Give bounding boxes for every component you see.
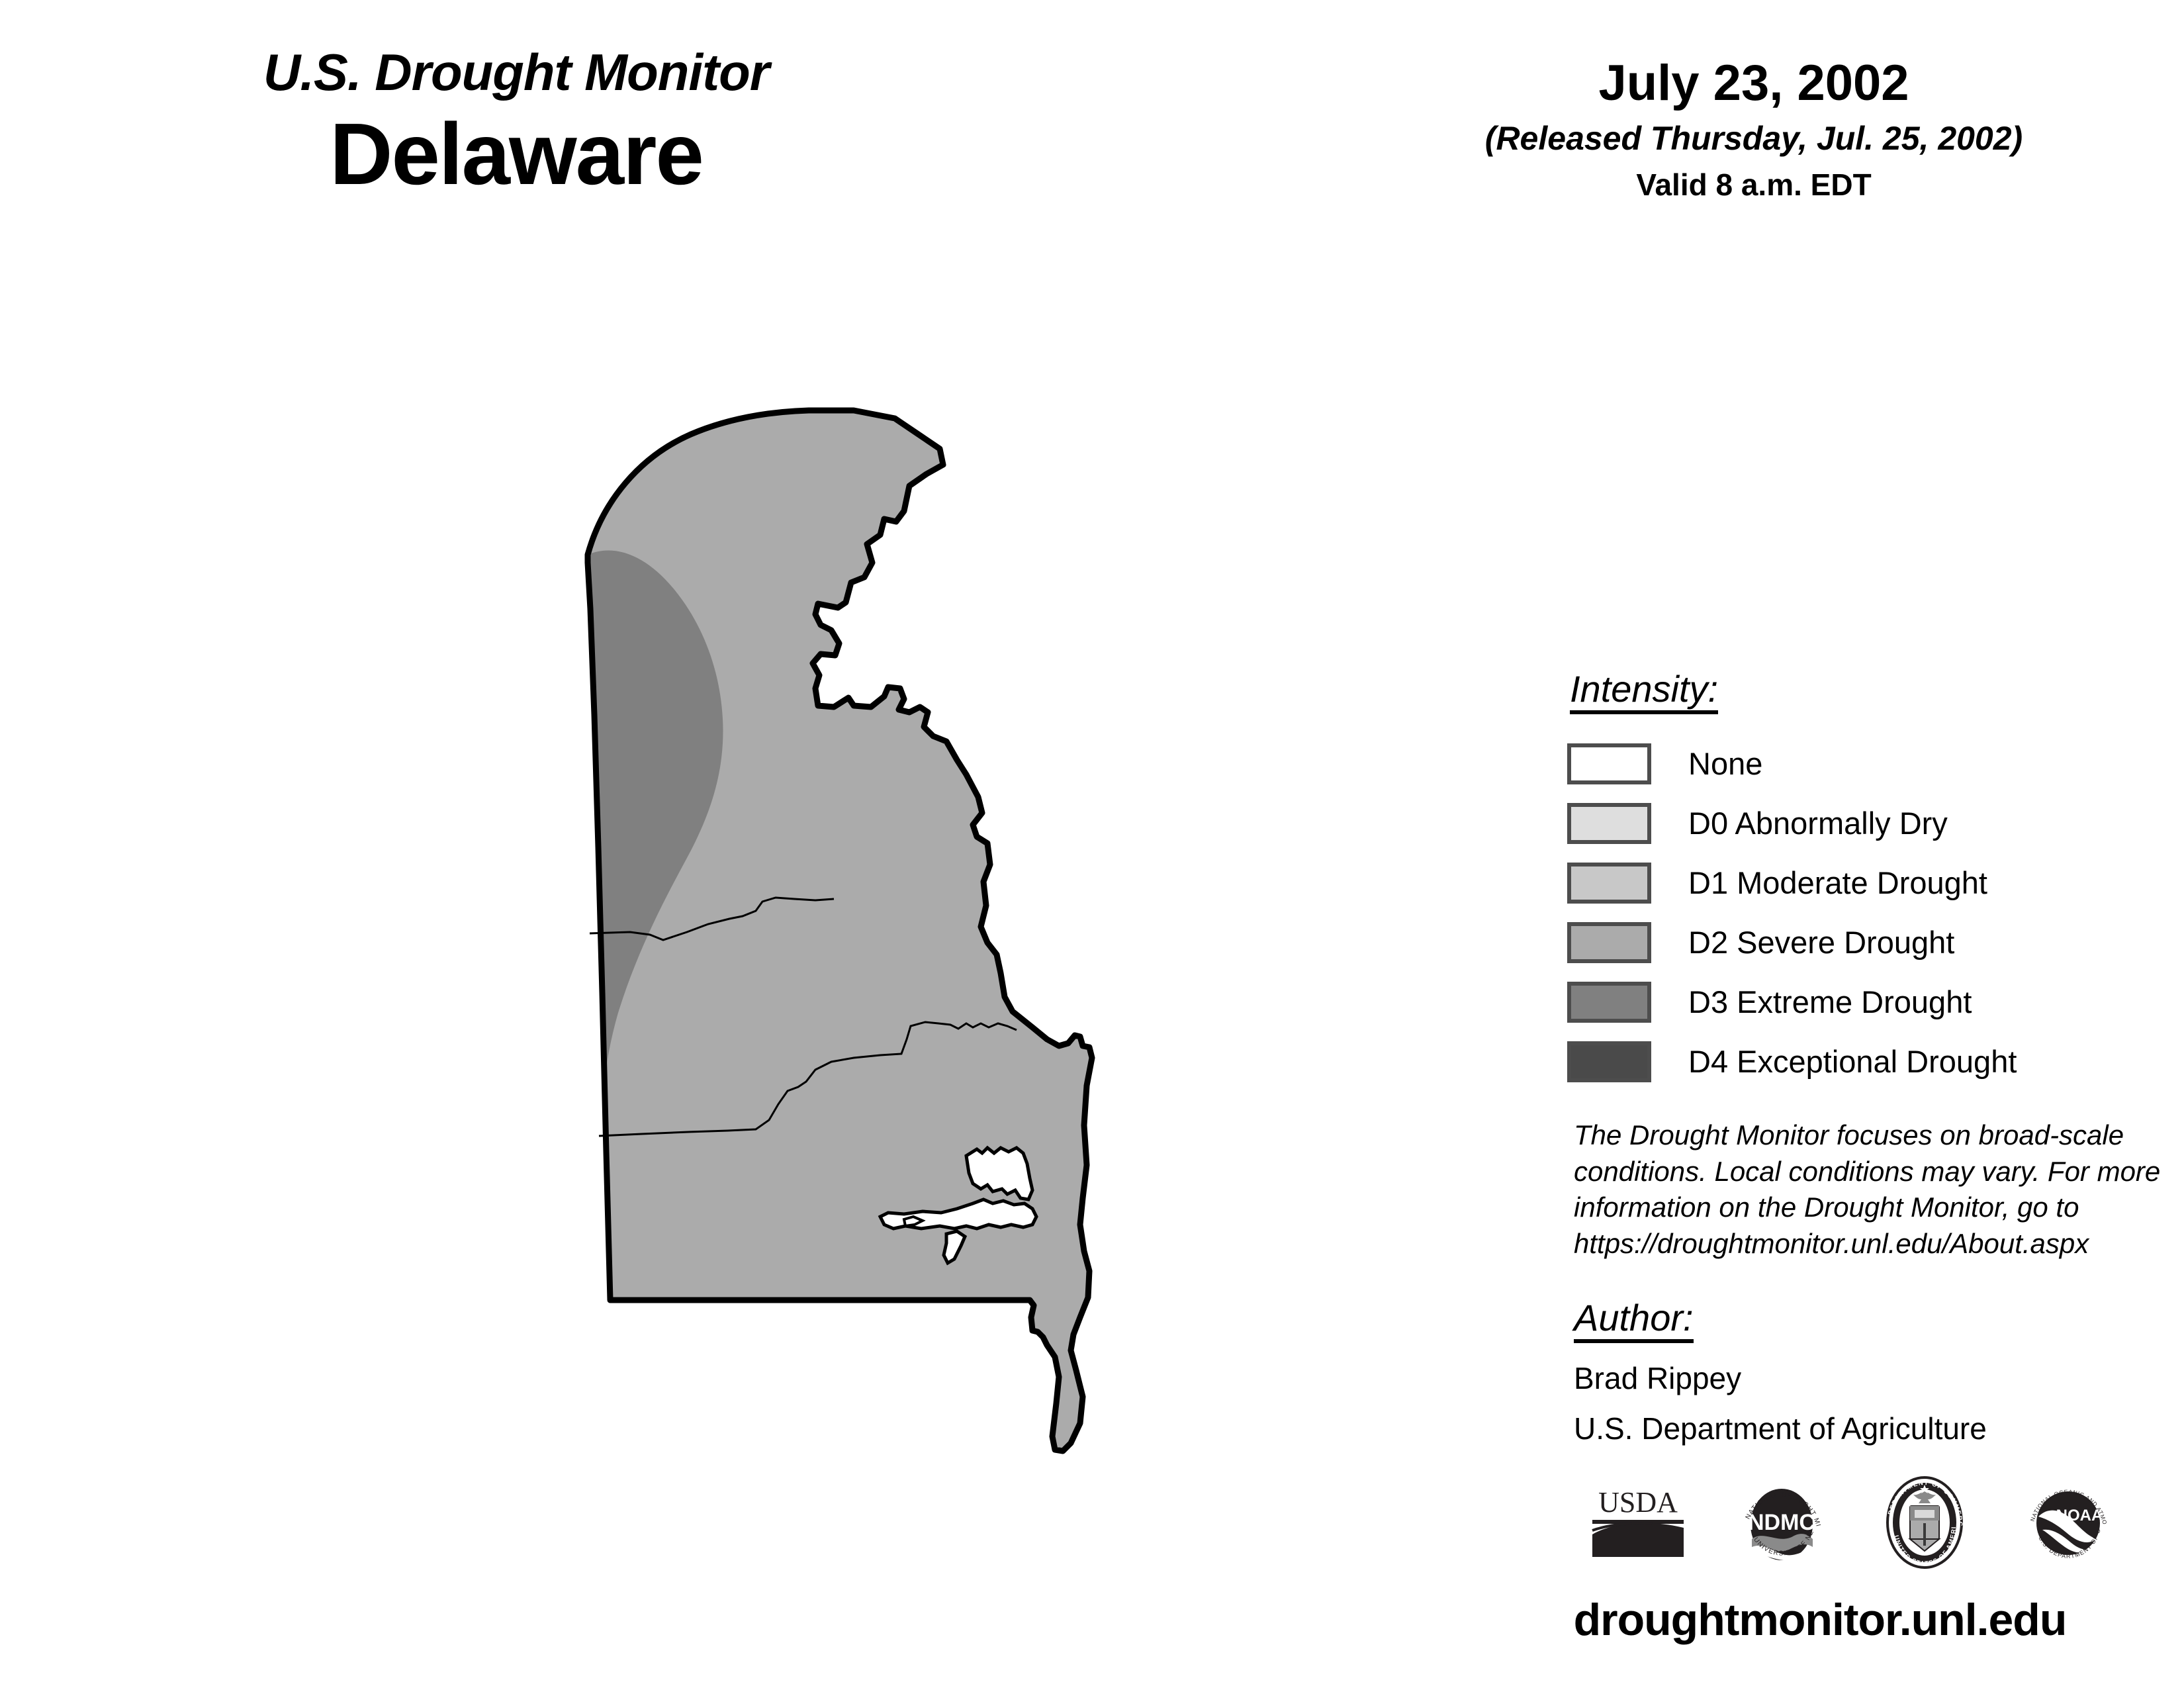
map-area-d3-extreme-drought (588, 550, 723, 1112)
page-title-program: U.S. Drought Monitor (263, 43, 770, 101)
legend-swatch-d1 (1567, 862, 1651, 904)
author-title: Author: (1574, 1298, 1694, 1343)
drought-map-delaware[interactable] (510, 344, 1105, 1642)
legend-label-d2: D2 Severe Drought (1688, 925, 1955, 961)
legend-swatch-none (1567, 743, 1651, 784)
ndmc-logo: NDMC NATIONAL DROUGHT MITIGATION CENTER … (1729, 1468, 1831, 1575)
legend-label-d0: D0 Abnormally Dry (1688, 806, 1948, 841)
header-date-block: July 23, 2002 (Released Thursday, Jul. 2… (1390, 55, 2118, 202)
svg-text:USDA: USDA (1598, 1486, 1678, 1519)
legend-title: Intensity: (1570, 669, 1719, 714)
release-date: (Released Thursday, Jul. 25, 2002) (1484, 120, 2023, 157)
author-affiliation: U.S. Department of Agriculture (1574, 1411, 1987, 1446)
valid-date: July 23, 2002 (1598, 55, 1909, 111)
legend-item-d3[interactable]: D3 Extreme Drought (1567, 972, 2176, 1032)
legend-label-d1: D1 Moderate Drought (1688, 865, 1987, 901)
noaa-logo: NOAA NATIONAL OCEANIC AND ATMOSPHERIC AD… (2016, 1468, 2118, 1575)
legend-label-d4: D4 Exceptional Drought (1688, 1044, 2017, 1080)
map-fill-group (588, 410, 1092, 1451)
svg-text:NDMC: NDMC (1748, 1510, 1815, 1535)
svg-text:NOAA: NOAA (2056, 1507, 2103, 1524)
header-left: U.S. Drought Monitor Delaware (0, 46, 1032, 202)
county-line-kent-sussex (598, 1021, 1017, 1137)
valid-time: Valid 8 a.m. EDT (1636, 167, 1872, 202)
footer-url[interactable]: droughtmonitor.unl.edu (1573, 1595, 2068, 1645)
legend: Intensity: None D0 Abnormally Dry D1 Mod… (1567, 669, 2176, 1092)
legend-swatch-d3 (1567, 981, 1651, 1023)
map-area-d2-severe-drought (588, 410, 1092, 1451)
author-name: Brad Rippey (1574, 1360, 1742, 1395)
disclaimer-line-2: conditions. Local conditions may vary. F… (1574, 1155, 2161, 1187)
legend-item-d0[interactable]: D0 Abnormally Dry (1567, 794, 2176, 853)
author-block: Author: Brad Rippey U.S. Department of A… (1574, 1298, 2183, 1446)
page-title-state: Delaware (330, 105, 704, 203)
legend-label-d3: D3 Extreme Drought (1688, 984, 1972, 1020)
legend-item-d2[interactable]: D2 Severe Drought (1567, 913, 2176, 972)
legend-item-d4[interactable]: D4 Exceptional Drought (1567, 1032, 2176, 1092)
legend-swatch-d0 (1567, 802, 1651, 844)
legend-rows: None D0 Abnormally Dry D1 Moderate Droug… (1567, 734, 2176, 1092)
legend-item-none[interactable]: None (1567, 734, 2176, 794)
legend-swatch-d2 (1567, 921, 1651, 963)
disclaimer-text: The Drought Monitor focuses on broad-sca… (1574, 1117, 2183, 1262)
disclaimer-link[interactable]: https://droughtmonitor.unl.edu/About.asp… (1574, 1227, 2089, 1259)
legend-label-none: None (1688, 746, 1763, 782)
county-boundaries (589, 896, 1017, 1137)
disclaimer-line-3: information on the Drought Monitor, go t… (1574, 1192, 2079, 1223)
legend-item-d1[interactable]: D1 Moderate Drought (1567, 853, 2176, 913)
disclaimer-line-1: The Drought Monitor focuses on broad-sca… (1574, 1119, 2124, 1150)
state-outline-delaware (584, 407, 1095, 1454)
usda-logo: USDA (1588, 1483, 1688, 1566)
partner-logos: USDA NDMC NATIONAL DROUGHT MITIGATION CE… (1588, 1464, 2118, 1583)
commerce-logo: DEPARTMENT OF COMMERCE UNITED STATES OF … (1872, 1468, 1974, 1575)
legend-swatch-d4 (1567, 1041, 1651, 1082)
county-line-newcastle-kent (589, 896, 835, 941)
inland-bays (878, 1145, 1038, 1266)
